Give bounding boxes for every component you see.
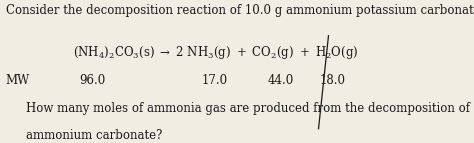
- Text: 44.0: 44.0: [268, 74, 294, 87]
- Text: 17.0: 17.0: [201, 74, 228, 87]
- Text: MW: MW: [6, 74, 30, 87]
- Text: $\mathregular{(NH_4)_2CO_3(s)\ \rightarrow\ 2\ NH_3(g)\ +\ CO_2(g)\ +\ H_2O(g)}$: $\mathregular{(NH_4)_2CO_3(s)\ \rightarr…: [73, 44, 359, 61]
- Text: ammonium carbonate?: ammonium carbonate?: [26, 129, 163, 142]
- Text: 96.0: 96.0: [80, 74, 106, 87]
- Text: 18.0: 18.0: [320, 74, 346, 87]
- Text: How many moles of ammonia gas are produced from the decomposition of 10.0 grams : How many moles of ammonia gas are produc…: [26, 102, 474, 115]
- Text: Consider the decomposition reaction of 10.0 g ammonium potassium carbonate via:: Consider the decomposition reaction of 1…: [6, 4, 474, 17]
